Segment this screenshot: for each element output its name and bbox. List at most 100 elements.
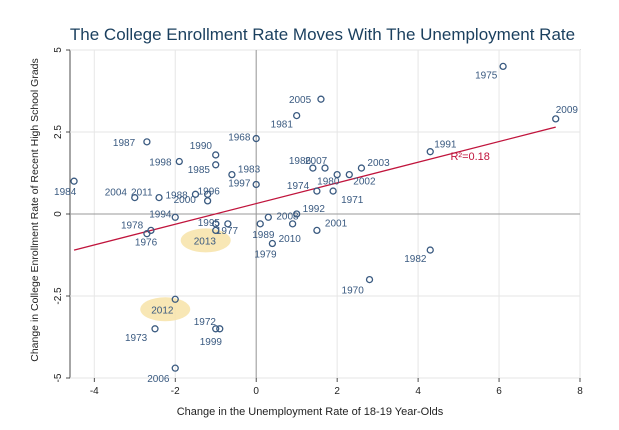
- point-label: 1989: [252, 230, 275, 241]
- point-label: 1981: [271, 120, 294, 131]
- data-point: [228, 170, 236, 179]
- point-label: 2002: [353, 177, 376, 188]
- point-label: 1991: [434, 140, 457, 151]
- y-tick-label: -5: [53, 373, 64, 382]
- data-point: [203, 197, 212, 205]
- point-label: 2010: [279, 234, 302, 245]
- point-label: 1976: [135, 238, 158, 249]
- data-point: [252, 134, 260, 143]
- data-point: [212, 226, 220, 235]
- point-label: 1973: [125, 333, 148, 344]
- point-label: 1992: [303, 204, 326, 215]
- data-point: [155, 193, 163, 202]
- data-point: [293, 210, 301, 218]
- point-label: 1995: [198, 218, 221, 229]
- r-squared-label: R²=0.18: [450, 151, 489, 163]
- data-point: [171, 213, 179, 221]
- data-point: [313, 226, 321, 235]
- x-tick-label: 0: [253, 386, 259, 397]
- data-point: [256, 220, 264, 228]
- x-tick-label: 8: [577, 386, 583, 397]
- point-label: 1985: [188, 165, 211, 176]
- point-label: 2006: [147, 374, 170, 385]
- data-point: [143, 230, 151, 238]
- point-label: 1974: [287, 181, 310, 192]
- point-label: 1983: [238, 165, 261, 176]
- data-point: [293, 111, 301, 120]
- data-point: [264, 213, 272, 221]
- point-label: 1968: [228, 133, 251, 144]
- data-point: [224, 220, 232, 228]
- data-point: [212, 325, 220, 333]
- point-label: 2011: [131, 188, 153, 199]
- x-tick-label: 2: [334, 386, 340, 397]
- data-point: [171, 364, 179, 372]
- highlight-ellipse: [180, 228, 231, 253]
- data-point: [212, 161, 220, 169]
- data-point: [175, 157, 183, 166]
- data-point: [426, 148, 434, 156]
- data-point: [309, 164, 317, 172]
- point-label: 2003: [367, 158, 390, 169]
- x-tick-label: -4: [90, 386, 99, 397]
- y-tick-label: 0: [53, 211, 64, 217]
- point-label: 1970: [342, 286, 365, 297]
- point-label: 1975: [475, 70, 498, 81]
- data-point: [143, 138, 151, 146]
- point-label: 2001: [325, 218, 348, 229]
- highlight-ellipse: [140, 297, 191, 322]
- y-tick-label: 5: [53, 47, 64, 53]
- y-tick-label: -2.5: [53, 287, 64, 305]
- data-point: [171, 295, 179, 303]
- data-point: [212, 151, 220, 159]
- data-point: [426, 246, 434, 254]
- point-label: 1999: [200, 337, 223, 348]
- point-label: 1997: [228, 178, 251, 189]
- point-label: 1994: [149, 209, 172, 220]
- point-label: 1987: [113, 138, 136, 149]
- point-label: 2009: [556, 105, 579, 116]
- point-label: 2007: [305, 156, 328, 167]
- point-label: 2004: [105, 188, 128, 199]
- data-point: [321, 164, 329, 172]
- data-point: [317, 95, 325, 103]
- data-point: [357, 164, 366, 172]
- chart-title: The College Enrollment Rate Moves With T…: [69, 25, 576, 44]
- point-label: 1988: [165, 190, 188, 201]
- data-point: [329, 187, 337, 195]
- point-label: 1980: [317, 177, 340, 188]
- data-point: [345, 170, 353, 179]
- point-label: 1971: [341, 195, 364, 206]
- data-point: [365, 275, 374, 284]
- point-label: 1984: [54, 187, 77, 198]
- point-label: 2000: [174, 195, 197, 206]
- y-tick-label: 2.5: [53, 125, 64, 139]
- data-point: [268, 239, 277, 248]
- data-point: [288, 220, 297, 228]
- data-point: [191, 190, 200, 198]
- data-point: [333, 170, 341, 179]
- x-tick-label: -2: [171, 386, 180, 397]
- point-label: 1986: [289, 156, 312, 167]
- point-label: 1990: [190, 141, 213, 152]
- point-label: 1978: [121, 220, 144, 231]
- point-label: 1972: [194, 317, 217, 328]
- point-label: 1977: [216, 226, 239, 237]
- data-point: [313, 187, 321, 195]
- point-label: 1998: [149, 158, 172, 169]
- point-label: 1982: [404, 254, 427, 265]
- point-label: 2008: [276, 211, 299, 222]
- data-point: [252, 180, 260, 189]
- data-point: [131, 193, 139, 202]
- data-point: [499, 62, 507, 71]
- data-point: [70, 177, 78, 185]
- x-tick-label: 6: [496, 386, 502, 397]
- point-label: 1979: [254, 250, 277, 261]
- data-point: [151, 325, 159, 333]
- point-label: 2005: [289, 95, 312, 106]
- x-axis-label: Change in the Unemployment Rate of 18-19…: [176, 406, 444, 418]
- data-point: [552, 115, 560, 123]
- data-point: [216, 325, 224, 333]
